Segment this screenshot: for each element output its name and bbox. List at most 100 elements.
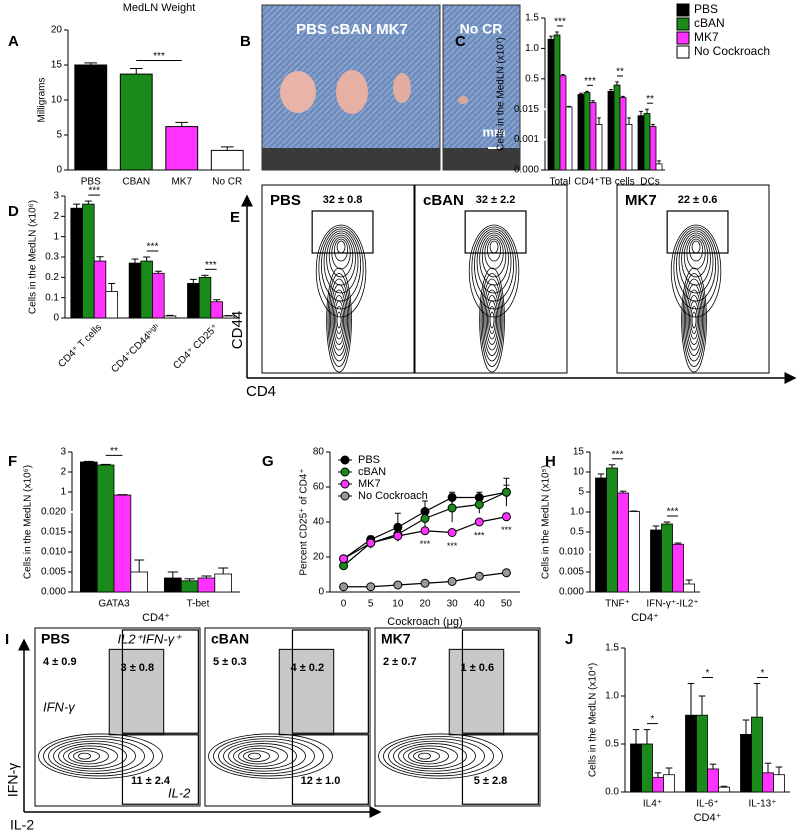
- bar: [652, 777, 664, 793]
- contour: [326, 267, 352, 373]
- y-tick-label: 20: [51, 25, 63, 36]
- bar: [637, 115, 645, 171]
- bar: [119, 73, 153, 171]
- x-tick-label: Total: [549, 177, 570, 188]
- contour: [476, 230, 512, 294]
- contour: [489, 311, 495, 329]
- bar: [589, 102, 597, 171]
- significance-label: ***: [420, 539, 431, 549]
- bar: [210, 149, 244, 171]
- axis-label: CD4: [246, 383, 276, 400]
- gate: [291, 734, 369, 805]
- legend-marker: [340, 467, 350, 477]
- gate: [121, 734, 199, 805]
- point: [474, 517, 484, 527]
- contour: [330, 284, 348, 356]
- legend-marker: [340, 455, 350, 465]
- x-tick-label: CD4⁺ T cells: [56, 322, 104, 370]
- x-tick-label: CD4⁺CD44ʰⁱᵍʰ: [109, 322, 162, 375]
- bar: [163, 315, 177, 319]
- contour: [484, 289, 500, 351]
- y-axis-label: Cells in the MedLN (x10⁶): [28, 200, 39, 314]
- y-tick-label: 0.5: [605, 739, 619, 750]
- gate: [121, 629, 199, 734]
- contour: [681, 267, 707, 373]
- bar: [607, 90, 615, 171]
- y-tick-label: 0.3: [45, 252, 59, 263]
- contour: [48, 738, 145, 774]
- gate-label: 3 ± 0.8: [121, 662, 155, 674]
- bar: [672, 543, 684, 593]
- contour: [408, 747, 449, 765]
- legend-swatch: [676, 3, 690, 17]
- contour: [479, 267, 505, 373]
- bar: [565, 106, 573, 171]
- contour: [687, 295, 701, 345]
- contour: [690, 306, 698, 334]
- legend-label: PBS: [358, 454, 380, 466]
- bar: [152, 272, 165, 319]
- node-image: [336, 70, 368, 114]
- significance-label: ***: [612, 449, 624, 460]
- y-axis-label: Cells in the MedLN (x10⁶): [23, 465, 34, 579]
- x-tick-label: TNF⁺: [605, 599, 630, 610]
- significance-label: ***: [153, 51, 165, 62]
- bar: [197, 577, 216, 593]
- contour: [228, 743, 297, 770]
- legend-label: No Cockroach: [358, 490, 428, 502]
- significance-label: ***: [667, 507, 679, 518]
- y-tick-label: 2: [53, 211, 59, 222]
- x-tick-label: CBAN: [122, 177, 150, 188]
- contour: [335, 306, 343, 334]
- bar: [625, 124, 633, 171]
- significance-label: **: [616, 67, 624, 78]
- y-tick-label: 0: [53, 313, 59, 324]
- contour: [38, 733, 163, 779]
- y-tick-label: 5: [56, 130, 62, 141]
- contour: [678, 230, 714, 294]
- contour: [683, 234, 709, 278]
- contour: [328, 278, 350, 362]
- node-image: [458, 96, 468, 104]
- y-tick-label: 0.005: [41, 567, 66, 578]
- y-tick-label: 0.000: [514, 165, 539, 176]
- y-tick-label: 0.2: [45, 272, 59, 283]
- significance-label: ***: [147, 242, 159, 253]
- significance-label: ***: [447, 541, 458, 551]
- gate: [461, 629, 539, 734]
- x-tick-label: IFN-γ⁺-IL2⁺: [646, 599, 698, 610]
- significance-label: ***: [474, 530, 485, 540]
- node-image: [393, 73, 411, 103]
- contour: [334, 238, 349, 262]
- y-tick-label: 1.5: [605, 643, 619, 654]
- y-tick-label: 5: [578, 487, 584, 498]
- photo-label: No CR: [460, 21, 503, 37]
- contour: [213, 735, 324, 777]
- bar: [583, 92, 591, 171]
- bar: [198, 276, 212, 319]
- contour: [68, 747, 109, 765]
- contour: [682, 273, 706, 367]
- x-tick-label: IL-13⁺: [748, 799, 776, 810]
- contour: [686, 289, 702, 351]
- photo-label: PBS cBAN MK7: [296, 21, 408, 38]
- bar: [163, 577, 182, 593]
- gate-label: 5 ± 0.3: [213, 656, 247, 668]
- bar: [82, 203, 95, 319]
- plot-title: MK7: [381, 631, 411, 647]
- gate: [291, 629, 369, 734]
- contour: [670, 224, 722, 318]
- bar: [617, 492, 629, 593]
- point: [420, 578, 430, 588]
- contour: [488, 306, 496, 334]
- gate-label: 4 ± 0.9: [43, 656, 77, 668]
- legend-swatch: [676, 31, 690, 45]
- y-tick-label: 0.000: [559, 587, 584, 598]
- y-tick-label: 3: [53, 191, 59, 202]
- x-axis-label: Cockroach (μg): [387, 616, 462, 628]
- node-image: [280, 71, 316, 113]
- y-tick-label: 0.015: [41, 527, 66, 538]
- gate: [666, 210, 729, 254]
- y-tick-label: 0.010: [41, 547, 66, 558]
